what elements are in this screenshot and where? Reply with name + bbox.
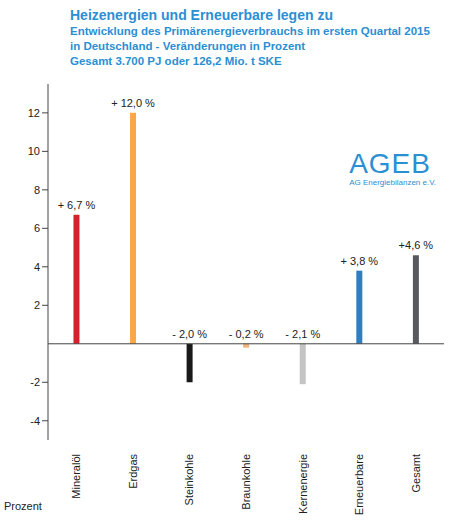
svg-text:- 2,1 %: - 2,1 % — [285, 328, 320, 340]
svg-text:8: 8 — [34, 184, 40, 196]
svg-text:2: 2 — [34, 299, 40, 311]
svg-text:12: 12 — [28, 107, 40, 119]
html-text:Prozent: Prozent — [4, 500, 42, 512]
svg-text:Braunkohle: Braunkohle — [240, 454, 252, 510]
svg-text:10: 10 — [28, 145, 40, 157]
svg-text:+ 6,7 %: + 6,7 % — [58, 199, 96, 211]
svg-text:Erneuerbare: Erneuerbare — [353, 454, 365, 515]
svg-text:+4,6 %: +4,6 % — [399, 239, 434, 251]
html-text:Entwicklung des Primärenergiev: Entwicklung des Primärenergieverbrauchs … — [70, 25, 430, 37]
html-text:in Deutschland - Veränderungen: in Deutschland - Veränderungen in Prozen… — [70, 40, 306, 52]
svg-text:Erdgas: Erdgas — [127, 454, 139, 489]
svg-text:- 2,0 %: - 2,0 % — [172, 328, 207, 340]
svg-text:Steinkohle: Steinkohle — [183, 454, 195, 505]
html-text:AG Energiebilanzen e.V.: AG Energiebilanzen e.V. — [349, 178, 436, 187]
html-text:AGEB: AGEB — [349, 148, 431, 179]
html-text:Gesamt 3.700 PJ oder 126,2 Mio: Gesamt 3.700 PJ oder 126,2 Mio. t SKE — [70, 55, 282, 67]
svg-text:-2: -2 — [30, 376, 40, 388]
svg-text:- 0,2 %: - 0,2 % — [229, 328, 264, 340]
svg-text:6: 6 — [34, 222, 40, 234]
svg-text:+ 3,8 %: + 3,8 % — [341, 255, 379, 267]
svg-text:Kernenergie: Kernenergie — [297, 454, 309, 514]
svg-text:Mineralöl: Mineralöl — [70, 454, 82, 499]
svg-text:Gesamt: Gesamt — [410, 454, 422, 493]
svg-text:+ 12,0 %: + 12,0 % — [111, 97, 155, 109]
svg-text:-4: -4 — [30, 415, 40, 427]
html-text:Heizenergien und Erneuerbare l: Heizenergien und Erneuerbare legen zu — [70, 7, 333, 23]
svg-text:4: 4 — [34, 261, 40, 273]
